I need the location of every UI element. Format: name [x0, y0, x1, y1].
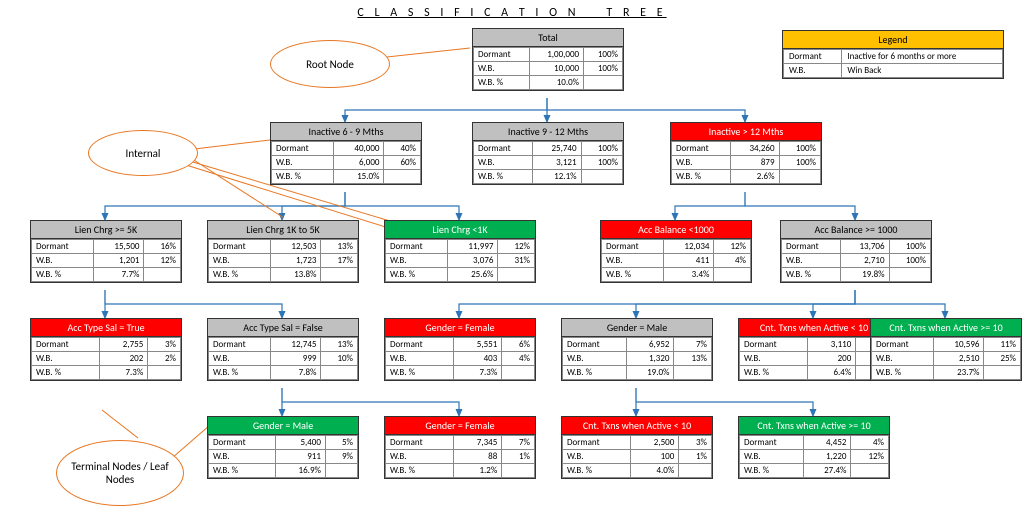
node-l3f: Cnt. Txns when Active >= 10Dormant10,596…: [870, 318, 1022, 381]
node-l1a: Inactive 6 - 9 MthsDormant40,00040%W.B.6…: [270, 122, 422, 185]
node-header: Cnt. Txns when Active < 10: [562, 417, 712, 435]
node-header: Gender = Female: [385, 417, 535, 435]
node-l4a: Gender = MaleDormant5,4005%W.B.9119%W.B.…: [207, 416, 359, 479]
callout-2: Terminal Nodes / Leaf Nodes: [56, 440, 184, 506]
page-title: C L A S S I F I C A T I O N T R E E: [0, 6, 1024, 20]
node-header: Lien Chrg 1K to 5K: [208, 221, 358, 239]
node-l1b: Inactive 9 - 12 MthsDormant25,740100%W.B…: [472, 122, 624, 185]
node-header: Acc Type Sal = True: [31, 319, 181, 337]
node-header: Acc Balance <1000: [601, 221, 751, 239]
node-l2e: Acc Balance >= 1000Dormant13,706100%W.B.…: [780, 220, 932, 283]
node-l3b: Acc Type Sal = FalseDormant12,74513%W.B.…: [207, 318, 359, 381]
legend: Legend DormantInactive for 6 months or m…: [782, 30, 1004, 79]
node-l2c: Lien Chrg <1KDormant11,99712%W.B.3,07631…: [384, 220, 536, 283]
node-l3c: Gender = FemaleDormant5,5516%W.B.4034%W.…: [384, 318, 536, 381]
node-header: Lien Chrg >= 5K: [31, 221, 181, 239]
node-l2a: Lien Chrg >= 5KDormant15,50016%W.B.1,201…: [30, 220, 182, 283]
node-l4c: Cnt. Txns when Active < 10Dormant2,5003%…: [561, 416, 713, 479]
node-header: Inactive 9 - 12 Mths: [473, 123, 623, 141]
node-header: Lien Chrg <1K: [385, 221, 535, 239]
node-header: Cnt. Txns when Active < 10: [739, 319, 889, 337]
node-header: Inactive 6 - 9 Mths: [271, 123, 421, 141]
node-header: Acc Type Sal = False: [208, 319, 358, 337]
node-header: Gender = Female: [385, 319, 535, 337]
legend-table: DormantInactive for 6 months or moreW.B.…: [783, 49, 1003, 78]
node-l4d: Cnt. Txns when Active >= 10Dormant4,4524…: [738, 416, 890, 479]
node-header: Gender = Male: [208, 417, 358, 435]
node-header: Inactive > 12 Mths: [671, 123, 821, 141]
node-l1c: Inactive > 12 MthsDormant34,260100%W.B.8…: [670, 122, 822, 185]
node-total: TotalDormant1,00,000100%W.B.10,000100%W.…: [472, 28, 624, 91]
node-l2d: Acc Balance <1000Dormant12,03412%W.B.411…: [600, 220, 752, 283]
node-header: Gender = Male: [562, 319, 712, 337]
legend-title: Legend: [783, 31, 1003, 49]
node-l3a: Acc Type Sal = TrueDormant2,7553%W.B.202…: [30, 318, 182, 381]
node-l2b: Lien Chrg 1K to 5KDormant12,50313%W.B.1,…: [207, 220, 359, 283]
node-l3e: Cnt. Txns when Active < 10Dormant3,1103%…: [738, 318, 890, 381]
node-header: Acc Balance >= 1000: [781, 221, 931, 239]
callout-1: Internal: [88, 130, 198, 176]
node-l3d: Gender = MaleDormant6,9527%W.B.1,32013%W…: [561, 318, 713, 381]
callout-0: Root Node: [270, 40, 390, 88]
node-header: Cnt. Txns when Active >= 10: [871, 319, 1021, 337]
node-l4b: Gender = FemaleDormant7,3457%W.B.881%W.B…: [384, 416, 536, 479]
node-header: Cnt. Txns when Active >= 10: [739, 417, 889, 435]
node-header: Total: [473, 29, 623, 47]
